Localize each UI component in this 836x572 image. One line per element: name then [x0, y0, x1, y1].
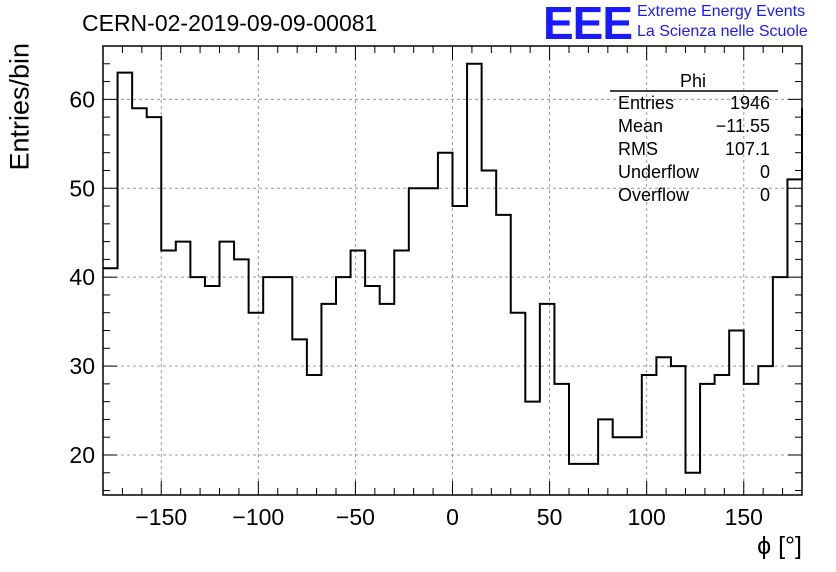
y-tick-label: 50: [69, 175, 95, 201]
stats-label-rms: RMS: [618, 139, 658, 159]
x-axis-label: ϕ [°]: [757, 532, 802, 560]
x-tick-label: 50: [537, 504, 563, 530]
chart-title: CERN-02-2019-09-09-00081: [82, 10, 378, 36]
x-tick-label: 100: [627, 504, 665, 530]
x-tick-label: −100: [232, 504, 284, 530]
y-tick-label: 40: [69, 264, 95, 290]
stats-label-underflow: Underflow: [618, 162, 700, 182]
eee-logo: EEE: [543, 0, 633, 49]
axis-ticks: [102, 45, 803, 495]
stats-value-underflow: 0: [759, 162, 770, 182]
y-tick-label: 60: [69, 86, 95, 112]
stats-value-mean: −11.55: [715, 116, 770, 136]
x-tick-label: 150: [725, 504, 763, 530]
stats-label-mean: Mean: [618, 116, 664, 136]
stats-label-entries: Entries: [618, 93, 675, 113]
tick-labels: −150 −100 −50 0 50 100 150 20 30 40 50 60: [69, 86, 763, 530]
y-tick-label: 20: [69, 442, 95, 468]
x-tick-label: −150: [135, 504, 187, 530]
x-tick-label: 0: [446, 504, 459, 530]
stats-value-overflow: 0: [759, 185, 770, 205]
histogram-line: [103, 62, 803, 474]
stats-label-overflow: Overflow: [618, 185, 690, 205]
logo-line-2: La Scienza nelle Scuole: [637, 23, 808, 40]
y-tick-label: 30: [69, 353, 95, 379]
stats-value-entries: 1946: [729, 93, 770, 113]
stats-name: Phi: [680, 71, 707, 91]
x-tick-label: −50: [336, 504, 375, 530]
logo-line-1: Extreme Energy Events: [637, 3, 806, 20]
stats-value-rms: 107.1: [724, 139, 770, 159]
y-axis-label: Entries/bin: [4, 42, 35, 171]
grid-lines: [103, 46, 802, 495]
